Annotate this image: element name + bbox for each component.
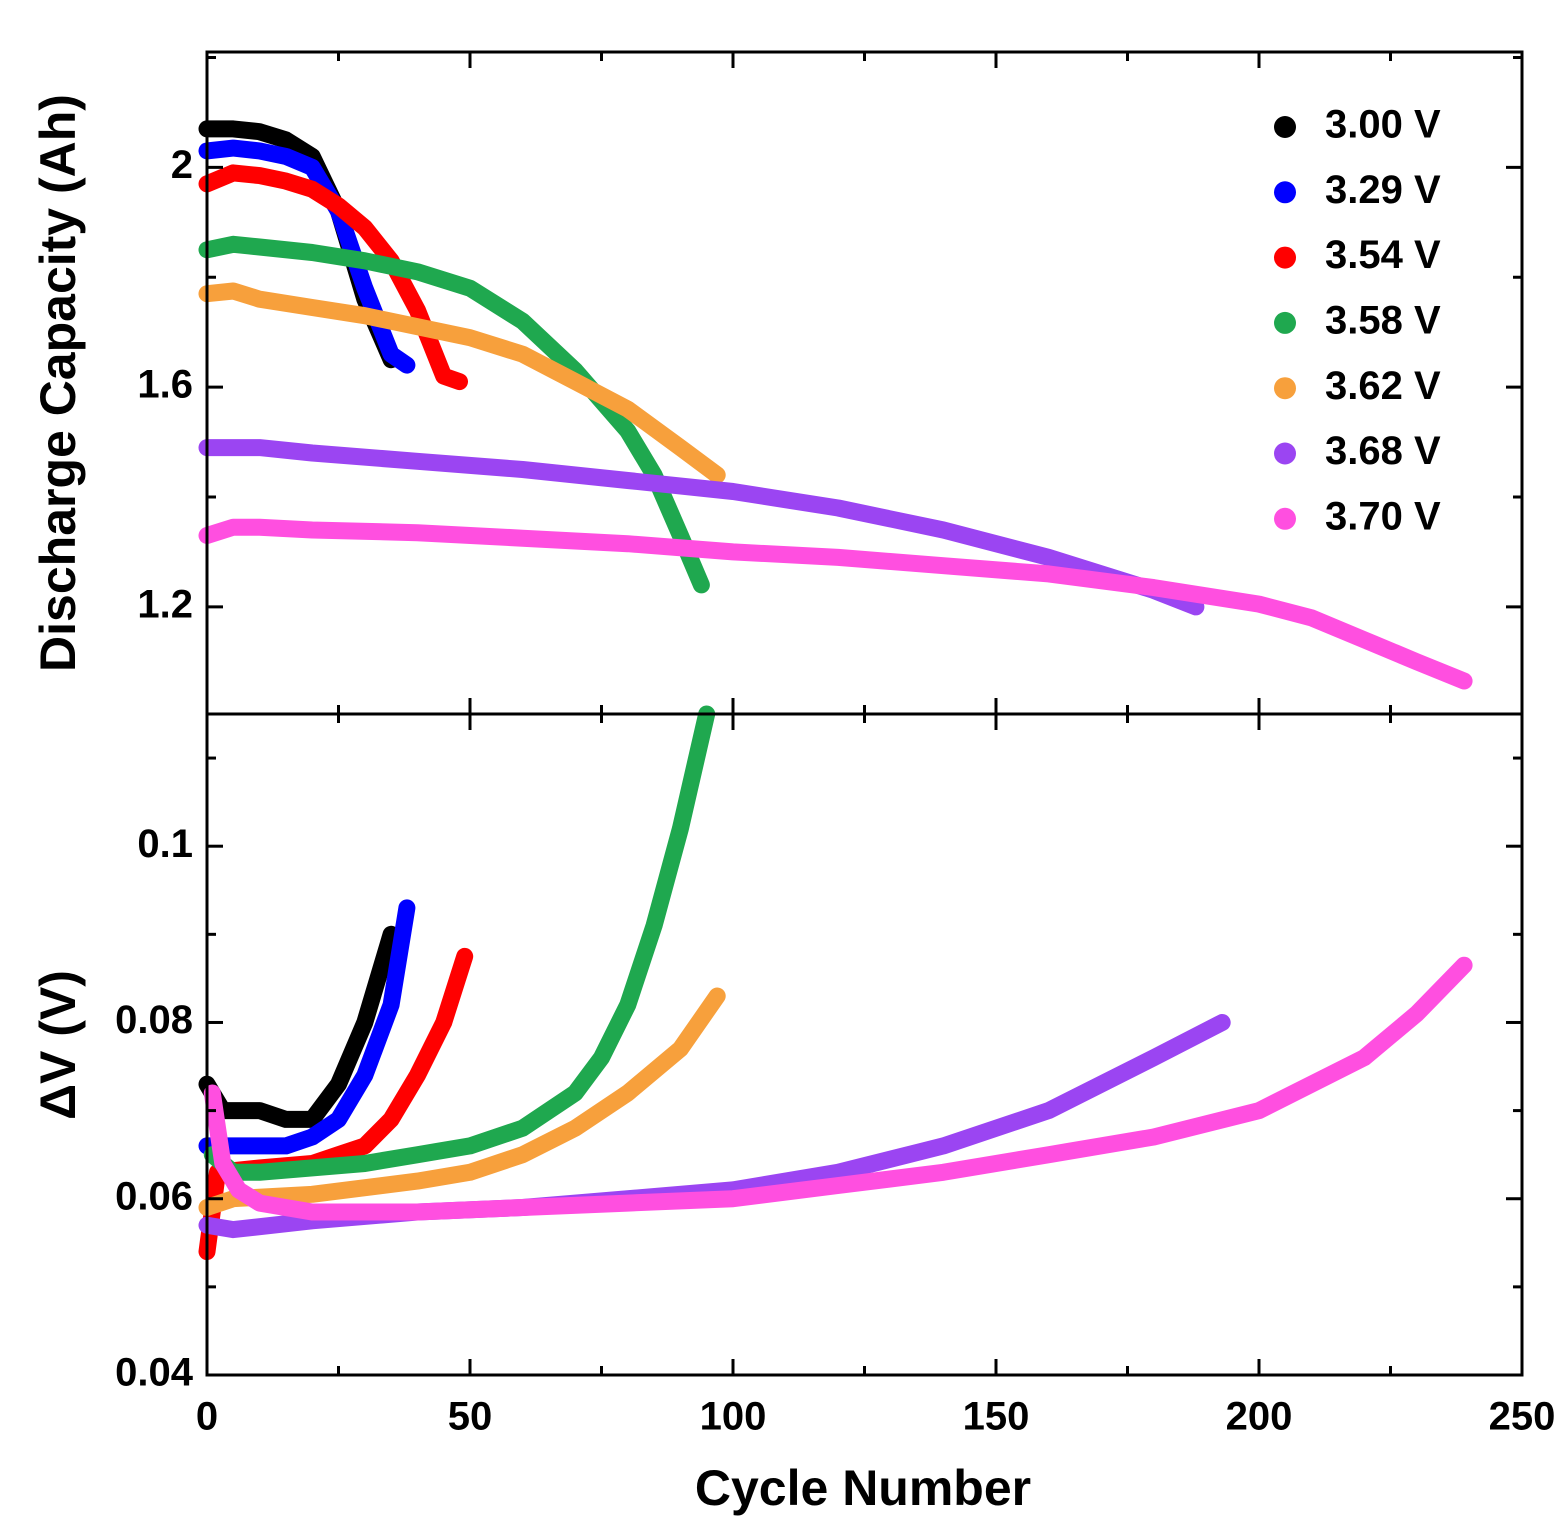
series-band [198,518,1473,690]
y-tick-label: 2 [171,143,193,187]
legend-label: 3.00 V [1325,103,1441,147]
legend-marker [1274,181,1296,204]
series-band [198,987,726,1216]
x-tick-label: 250 [1489,1395,1556,1439]
legend-marker [1274,507,1296,530]
legend-label: 3.54 V [1325,233,1441,277]
y-tick-label: 0.06 [115,1174,193,1218]
legend-label: 3.58 V [1325,298,1441,342]
x-tick-label: 0 [196,1395,218,1439]
legend-label: 3.68 V [1325,429,1441,473]
series-band [203,956,1473,1221]
y-tick-label: 0.08 [115,998,193,1042]
series-band [203,705,716,1181]
legend-marker [1274,311,1296,334]
y-tick-label: 1.6 [137,363,193,407]
y-axis-title: Discharge Capacity (Ah) [30,94,86,672]
series-band [198,899,416,1155]
x-tick-label: 200 [1226,1395,1293,1439]
y-tick-label: 0.04 [115,1351,194,1395]
legend-label: 3.70 V [1325,494,1441,538]
plot-frame [205,712,1524,1377]
series-band [198,925,400,1128]
series-band [198,282,726,484]
x-tick-label: 150 [963,1395,1030,1439]
x-axis-title: Cycle Number [695,1460,1031,1516]
series-band [198,139,416,374]
y-tick-label: 1.2 [137,582,193,626]
x-tick-label: 100 [700,1395,767,1439]
legend-marker [1274,377,1296,400]
legend-marker [1274,246,1296,269]
legend-marker [1274,116,1296,138]
legend-marker [1274,442,1296,465]
legend-label: 3.62 V [1325,364,1441,408]
x-tick-label: 50 [448,1395,493,1439]
legend-label: 3.29 V [1325,168,1441,212]
series-band [198,439,1205,616]
y-axis-title: ΔV (V) [30,970,86,1120]
y-tick-label: 0.1 [137,822,193,866]
